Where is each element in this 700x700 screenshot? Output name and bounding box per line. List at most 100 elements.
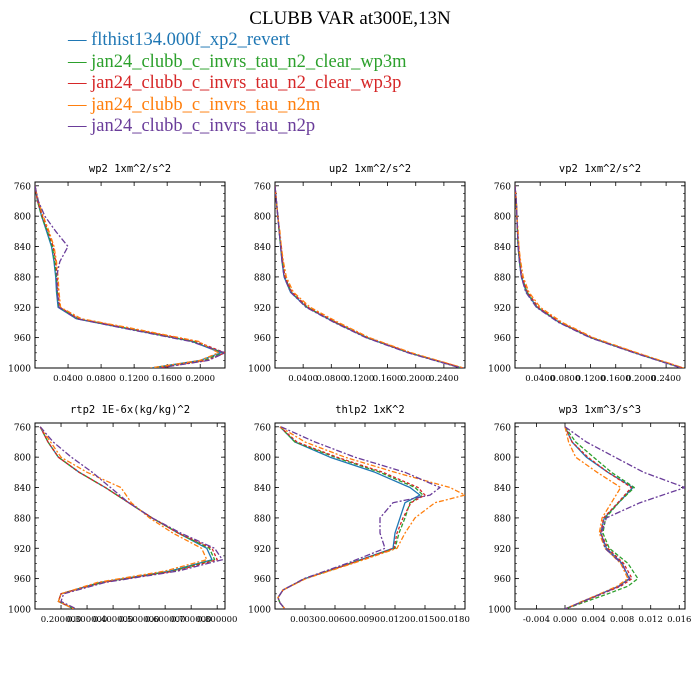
y-tick-label: 880: [14, 514, 31, 524]
x-tick-label: 0.012: [639, 615, 663, 625]
y-tick-label: 760: [254, 182, 271, 192]
chart-panel: up2 1xm^2/s^2 760 800 840 880 920 960 1000 0.040…: [248, 163, 466, 384]
x-tick-label: 0.0180: [440, 615, 470, 625]
series-line: [39, 426, 216, 609]
y-tick-label: 800: [14, 213, 31, 223]
y-tick-label: 960: [14, 575, 31, 585]
panel-title: vp2 1xm^2/s^2: [559, 163, 641, 175]
plot-frame: [34, 422, 226, 610]
legend-label: — jan24_clubb_c_invrs_tau_n2m: [68, 94, 321, 115]
y-tick-label: 840: [14, 243, 31, 253]
series-line: [35, 185, 224, 368]
x-tick-label: 0.0030: [290, 615, 320, 625]
x-tick-label: 0.1600: [601, 374, 631, 384]
series-group: [275, 185, 464, 368]
y-tick-label: 840: [494, 243, 511, 253]
legend-label: — jan24_clubb_c_invrs_tau_n2p: [68, 116, 316, 136]
x-tick-label: 0.016: [667, 615, 691, 625]
y-tick-label: 760: [494, 423, 511, 433]
y-tick-label: 1000: [488, 606, 511, 616]
plot-frame: [514, 181, 686, 369]
plot-frame: [274, 422, 466, 610]
x-tick-label: 0.2400: [651, 374, 681, 384]
series-line: [564, 426, 685, 609]
legend-entry: — flthist134.000f_xp2_revert: [68, 30, 407, 52]
x-tick-label: 0.000: [553, 615, 577, 625]
series-line: [515, 185, 682, 368]
series-line: [564, 426, 639, 609]
x-tick-label: 0.700000: [171, 615, 212, 625]
series-line: [35, 185, 222, 368]
y-tick-label: 880: [494, 273, 511, 283]
series-line: [564, 426, 633, 609]
y-tick-label: 960: [14, 334, 31, 344]
y-tick-label: 800: [494, 213, 511, 223]
legend-entry: — jan24_clubb_c_invrs_tau_n2p: [68, 116, 407, 138]
y-tick-label: 1000: [248, 606, 271, 616]
series-line: [275, 185, 463, 368]
y-tick-label: 880: [14, 273, 31, 283]
y-tick-label: 840: [14, 484, 31, 494]
x-tick-label: 0.0800: [86, 374, 116, 384]
series-line: [515, 185, 684, 368]
y-tick-label: 920: [14, 545, 31, 555]
x-tick-label: 0.0400: [525, 374, 555, 384]
y-tick-label: 920: [494, 545, 511, 555]
y-tick-label: 1000: [248, 365, 271, 375]
y-tick-label: 920: [254, 304, 271, 314]
y-tick-label: 800: [14, 454, 31, 464]
legend-entry: — jan24_clubb_c_invrs_tau_n2m: [68, 95, 407, 117]
x-tick-label: 0.0800: [550, 374, 580, 384]
x-tick-label: 0.2000: [626, 374, 656, 384]
x-tick-label: 0.0090: [350, 615, 380, 625]
series-line: [39, 426, 224, 609]
chart-panel: wp3 1xm^3/s^3 760 800 840 880 920 960 1000 -0.00…: [488, 404, 691, 625]
panel-title: rtp2 1E-6x(kg/kg)^2: [70, 404, 190, 416]
series-line: [39, 426, 213, 609]
y-tick-label: 840: [254, 484, 271, 494]
x-tick-label: 0.400000: [93, 615, 134, 625]
series-line: [277, 426, 465, 609]
x-tick-label: 0.0060: [320, 615, 350, 625]
x-tick-label: 0.0120: [380, 615, 410, 625]
page-title: CLUBB VAR at300E,13N: [249, 8, 451, 29]
x-tick-label: 0.500000: [119, 615, 160, 625]
panel-title: wp2 1xm^2/s^2: [89, 163, 171, 175]
y-tick-label: 800: [494, 454, 511, 464]
x-tick-label: 0.2400: [429, 374, 459, 384]
series-line: [39, 426, 208, 609]
series-group: [39, 426, 224, 609]
panel-title: wp3 1xm^3/s^3: [559, 404, 641, 416]
series-line: [275, 185, 464, 368]
x-tick-label: 0.200000: [41, 615, 82, 625]
plot-frame: [274, 181, 466, 369]
y-tick-label: 920: [254, 545, 271, 555]
series-group: [277, 426, 465, 609]
x-tick-label: 0.0150: [410, 615, 440, 625]
y-tick-label: 1000: [488, 365, 511, 375]
y-tick-label: 1000: [8, 365, 31, 375]
chart-panel: vp2 1xm^2/s^2 760 800 840 880 920 960 1000 0.040…: [488, 163, 686, 384]
y-tick-label: 960: [254, 334, 271, 344]
legend-entry: — jan24_clubb_c_invrs_tau_n2_clear_wp3p: [68, 73, 407, 95]
y-tick-label: 760: [254, 423, 271, 433]
y-tick-label: 760: [14, 423, 31, 433]
x-tick-label: 0.300000: [67, 615, 108, 625]
y-tick-label: 880: [494, 514, 511, 524]
y-tick-label: 840: [494, 484, 511, 494]
x-tick-label: -0.004: [523, 615, 550, 625]
x-tick-label: 0.0400: [288, 374, 318, 384]
plot-frame: [34, 181, 226, 369]
y-tick-label: 1000: [8, 606, 31, 616]
panel-title: thlp2 1xK^2: [335, 404, 405, 416]
y-tick-label: 760: [14, 182, 31, 192]
y-tick-label: 880: [254, 514, 271, 524]
panel-title: up2 1xm^2/s^2: [329, 163, 411, 175]
y-tick-label: 960: [254, 575, 271, 585]
x-tick-label: 0.1600: [152, 374, 182, 384]
legend-entry: — jan24_clubb_c_invrs_tau_n2_clear_wp3m: [68, 52, 407, 74]
series-line: [275, 185, 462, 368]
y-tick-label: 920: [14, 304, 31, 314]
